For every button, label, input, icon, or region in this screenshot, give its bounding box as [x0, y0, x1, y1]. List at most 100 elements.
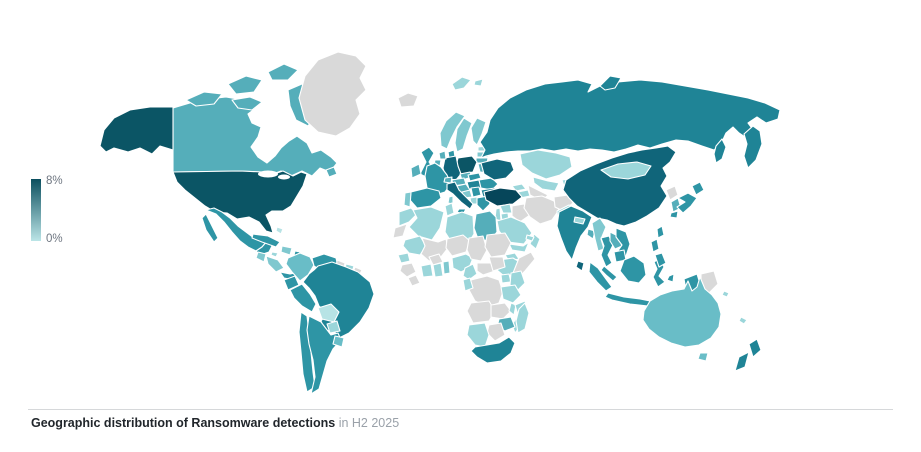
- country-malawi: Malawi: [508, 302, 517, 316]
- country-indonesia-borneo: Indonesia: [619, 255, 647, 284]
- country-mongolia: Mongolia: [600, 161, 652, 180]
- country-algeria: Algeria: [408, 206, 445, 241]
- country-ukraine: Ukraine: [480, 158, 515, 181]
- country-morocco: Morocco: [398, 207, 418, 227]
- country-japan-kyushu: Japan: [669, 210, 679, 219]
- country-iran: Iran: [523, 195, 560, 225]
- country-svalbard: Svalbard: [451, 76, 472, 91]
- legend-min-label: 0%: [46, 233, 63, 245]
- country-uzbekistan: Uzbekistan: [532, 176, 560, 192]
- country-russia-novaya-zemlya: Russia: [599, 75, 622, 91]
- country-mexico-baja: Mexico: [201, 213, 219, 243]
- country-new-caledonia: New Caledonia: [738, 316, 748, 325]
- country-sri-lanka: Sri Lanka: [575, 260, 585, 272]
- country-bahamas: Bahamas: [275, 226, 284, 235]
- country-chad: Chad: [466, 235, 488, 262]
- country-netherlands: Netherlands: [438, 150, 447, 160]
- country-yemen: Yemen: [508, 241, 530, 253]
- country-cote-divoire: Côte d'Ivoire: [420, 263, 434, 278]
- country-myanmar: Myanmar: [591, 217, 607, 252]
- country-russia-sakhalin: Russia: [713, 138, 727, 164]
- country-cuba: Cuba: [251, 233, 281, 248]
- caption-period: in H2 2025: [335, 416, 400, 430]
- country-svalbard-east: Svalbard: [473, 78, 484, 87]
- country-bolivia: Bolivia: [317, 303, 340, 323]
- country-tanzania: Tanzania: [500, 284, 522, 304]
- country-senegal: Senegal: [397, 252, 411, 264]
- country-sweden: Sweden: [454, 117, 473, 153]
- country-usa-alaska: United States: [99, 106, 174, 155]
- country-guinea: Guinea: [399, 262, 417, 278]
- country-dr-congo: DR Congo: [468, 275, 504, 308]
- country-malaysia: Malaysia: [600, 265, 618, 282]
- country-new-zealand-north: New Zealand: [748, 338, 762, 358]
- country-sardinia: Sardinia (Italy): [447, 195, 454, 205]
- country-kazakhstan: Kazakhstan: [519, 149, 573, 180]
- country-hispaniola: Hispaniola: [280, 245, 293, 256]
- country-japan-honshu: Japan: [676, 192, 698, 214]
- country-australia-tasmania: Australia: [697, 352, 709, 362]
- great-lakes-east: [278, 174, 290, 180]
- country-canada-island-3: Canada: [231, 96, 263, 111]
- country-nepal: Nepal: [573, 216, 586, 225]
- country-sierra-leone: Sierra Leone / Liberia: [407, 274, 421, 287]
- country-ghana: Ghana: [432, 262, 444, 278]
- country-madagascar: Madagascar: [515, 302, 530, 334]
- country-greenland: Greenland: [298, 51, 367, 137]
- country-guatemala: Guatemala: [255, 251, 267, 263]
- country-finland: Finland: [470, 117, 487, 146]
- country-slovakia: Slovakia: [467, 172, 482, 182]
- color-scale-legend: 8% 0%: [31, 175, 101, 247]
- country-central-african-republic: Central African Republic: [476, 262, 496, 276]
- country-solomon-islands: Solomon Islands: [721, 290, 730, 298]
- country-niger: Niger: [445, 234, 471, 257]
- country-australia: Australia: [642, 276, 722, 348]
- country-gabon-congo: Gabon / Congo: [462, 277, 474, 292]
- country-tunisia: Tunisia: [444, 202, 455, 217]
- country-argentina: Argentina: [306, 315, 342, 395]
- country-syria: Syria: [499, 203, 513, 214]
- country-portugal: Portugal: [403, 191, 412, 208]
- country-uganda: Uganda: [500, 273, 512, 284]
- country-uae: United Arab Emirates: [525, 234, 535, 242]
- country-cameroon: Cameroon: [462, 263, 478, 281]
- country-south-sudan: South Sudan: [488, 256, 506, 272]
- country-canada-island-4: Canada: [267, 63, 299, 81]
- country-paraguay: Paraguay: [326, 320, 341, 334]
- country-peru: Peru: [289, 283, 317, 313]
- country-philippines-luzon: Philippines: [650, 238, 660, 253]
- country-spain: Spain: [409, 187, 442, 209]
- country-indonesia-sumatra: Indonesia: [588, 261, 613, 292]
- caption-divider: [28, 409, 893, 410]
- country-namibia: Namibia: [466, 322, 490, 348]
- country-benin-togo: Benin / Togo: [442, 260, 451, 275]
- country-canada-newfoundland: Canada: [325, 166, 338, 178]
- country-serbia: Serbia: [470, 186, 482, 198]
- country-norway: Norway: [439, 111, 466, 150]
- country-new-zealand-south: New Zealand: [734, 351, 750, 372]
- country-philippines-mindanao: Philippines: [654, 252, 667, 268]
- country-usa: United States: [172, 170, 308, 234]
- country-zambia: Zambia: [490, 302, 512, 320]
- country-romania: Romania: [478, 177, 499, 191]
- country-honduras-nicaragua: Honduras / Nicaragua: [265, 255, 285, 273]
- legend-max-label: 8%: [46, 175, 63, 187]
- country-indonesia-java: Indonesia: [604, 292, 651, 307]
- country-japan-hokkaido: Japan: [691, 181, 705, 196]
- country-western-sahara: Western Sahara: [392, 223, 408, 239]
- country-botswana: Botswana: [486, 322, 506, 342]
- caption-title: Geographic distribution of Ransomware de…: [31, 416, 336, 430]
- country-iceland: Iceland: [397, 92, 419, 108]
- country-angola: Angola: [466, 300, 496, 324]
- country-russia: Russia: [479, 79, 781, 159]
- country-indonesia-maluku: Indonesia: [666, 273, 675, 283]
- country-russia-kamchatka: Russia: [743, 125, 763, 169]
- country-india: India: [556, 205, 593, 261]
- country-jamaica: Jamaica: [270, 251, 279, 258]
- country-south-africa: South Africa: [470, 336, 516, 364]
- country-turkey: Turkey: [483, 187, 523, 207]
- country-canada-island-2: Canada: [227, 75, 263, 95]
